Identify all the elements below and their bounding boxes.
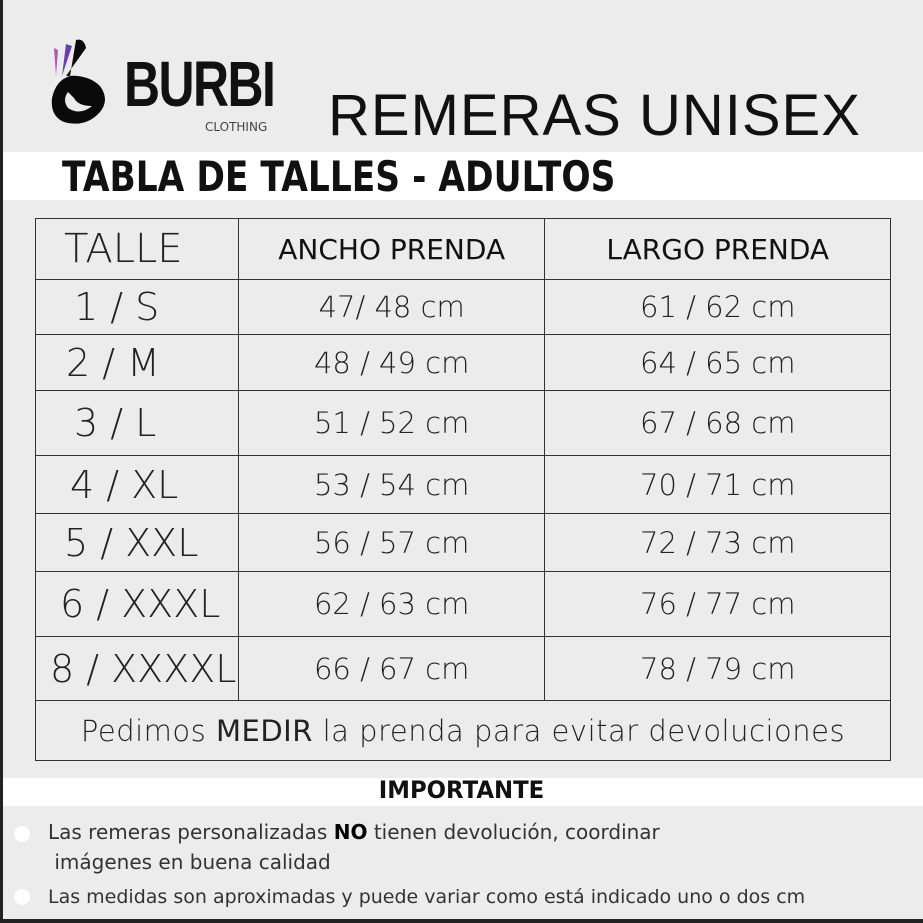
length-cell: 72 / 73 cm <box>544 513 891 572</box>
brand-name: BURBI <box>124 48 276 120</box>
width-cell: 47/ 48 cm <box>237 279 546 335</box>
width-cell: 66 / 67 cm <box>237 636 546 701</box>
measure-note: Pedimos MEDIR la prenda para evitar devo… <box>35 700 891 761</box>
item-bold: NO <box>333 820 368 844</box>
size-cell: 5 / XXL <box>35 513 239 572</box>
width-cell: 48 / 49 cm <box>237 334 546 391</box>
size-cell: 6 / XXXL <box>35 571 239 637</box>
bullet-icon <box>14 889 30 905</box>
table-row: 4 / XL 53 / 54 cm 70 / 71 cm <box>35 455 891 514</box>
table-row: 8 / XXXXL 66 / 67 cm 78 / 79 cm <box>35 636 891 701</box>
size-cell: 8 / XXXXL <box>35 636 239 701</box>
important-heading: IMPORTANTE <box>378 776 545 804</box>
length-cell: 64 / 65 cm <box>544 334 891 391</box>
bottom-border <box>0 919 923 923</box>
note-text: la prenda para evitar devoluciones <box>312 713 846 748</box>
length-cell: 61 / 62 cm <box>544 279 891 335</box>
width-cell: 51 / 52 cm <box>237 390 546 456</box>
important-band <box>3 778 923 806</box>
length-cell: 78 / 79 cm <box>544 636 891 701</box>
page-title: REMERAS UNISEX <box>328 83 861 148</box>
left-border <box>0 0 3 923</box>
column-header: LARGO PRENDA <box>544 218 891 280</box>
size-cell: 2 / M <box>35 334 239 391</box>
table-row: 5 / XXL 56 / 57 cm 72 / 73 cm <box>35 513 891 572</box>
note-bold: MEDIR <box>216 713 313 748</box>
item-text: imágenes en buena calidad <box>54 850 331 874</box>
table-row: 3 / L 51 / 52 cm 67 / 68 cm <box>35 390 891 456</box>
column-header: TALLE <box>35 218 239 280</box>
brand-sub: CLOTHING <box>205 120 268 134</box>
table-header: TALLE ANCHO PRENDA LARGO PRENDA <box>35 218 891 280</box>
width-cell: 62 / 63 cm <box>237 571 546 637</box>
page-subtitle: TABLA DE TALLES - ADULTOS <box>62 152 616 201</box>
item-text: Las remeras personalizadas <box>48 820 334 844</box>
width-cell: 53 / 54 cm <box>237 455 546 514</box>
length-cell: 67 / 68 cm <box>544 390 891 456</box>
burbi-logo-icon <box>51 39 105 124</box>
width-cell: 56 / 57 cm <box>237 513 546 572</box>
note-text: Pedimos <box>80 713 216 748</box>
important-item: Las medidas son aproximadas y puede vari… <box>48 886 806 908</box>
important-item: Las remeras personalizadas NO tienen dev… <box>48 817 660 877</box>
column-header: ANCHO PRENDA <box>237 218 546 280</box>
table-row: 2 / M 48 / 49 cm 64 / 65 cm <box>35 334 891 391</box>
table-row: 1 / S 47/ 48 cm 61 / 62 cm <box>35 279 891 335</box>
bullet-icon <box>14 826 30 842</box>
size-cell: 4 / XL <box>35 455 239 514</box>
subtitle-band <box>3 152 923 200</box>
size-cell: 1 / S <box>35 279 239 335</box>
size-table: TALLE ANCHO PRENDA LARGO PRENDA 1 / S 47/… <box>35 218 891 761</box>
table-row: 6 / XXXL 62 / 63 cm 76 / 77 cm <box>35 571 891 637</box>
item-text: tienen devolución, coordinar <box>367 820 660 844</box>
length-cell: 70 / 71 cm <box>544 455 891 514</box>
length-cell: 76 / 77 cm <box>544 571 891 637</box>
size-cell: 3 / L <box>35 390 239 456</box>
